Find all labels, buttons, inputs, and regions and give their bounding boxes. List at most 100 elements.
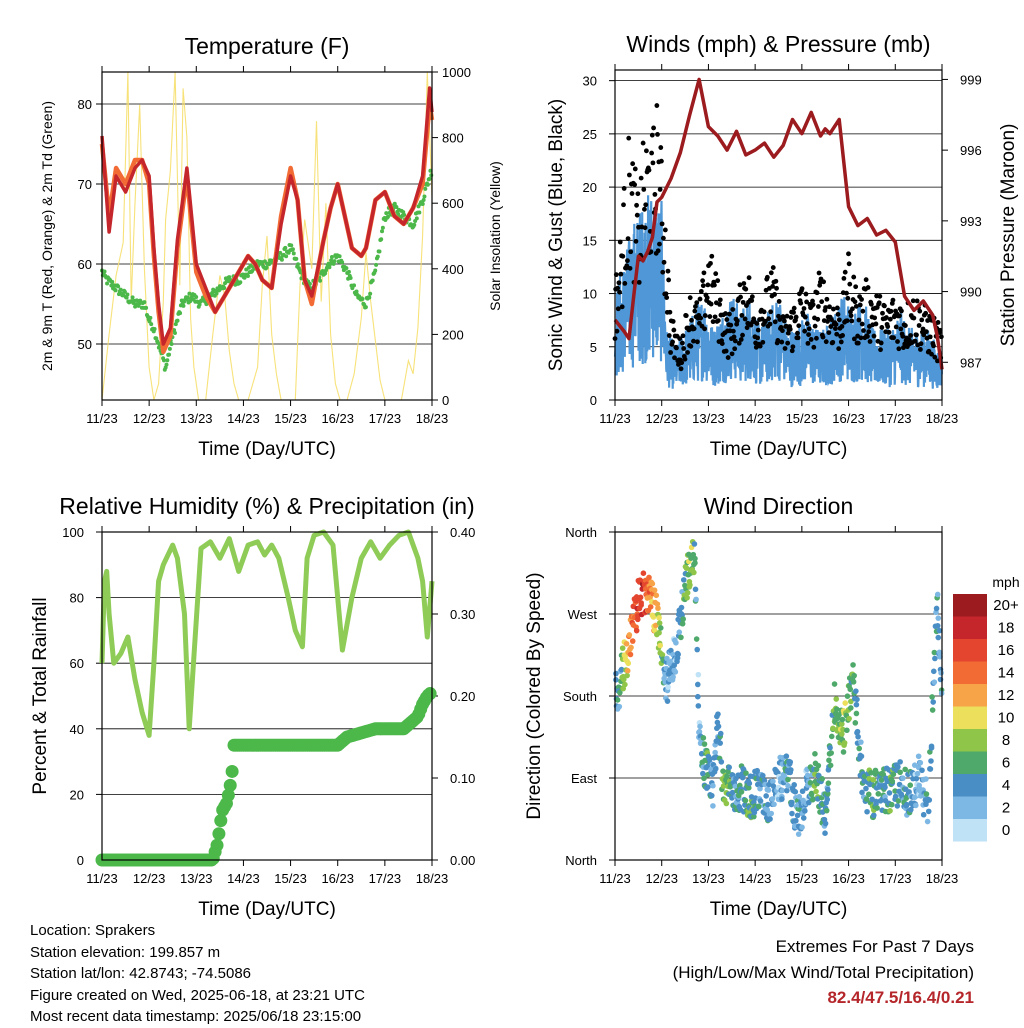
- gust-point: [908, 333, 914, 338]
- dewpoint-point: [284, 254, 289, 259]
- gust-point: [755, 327, 761, 333]
- dewpoint-point: [374, 262, 379, 267]
- direction-point: [812, 751, 818, 757]
- dewpoint-point: [165, 358, 170, 363]
- gust-point: [803, 291, 809, 297]
- direction-point: [864, 808, 870, 815]
- direction-point: [687, 582, 693, 588]
- direction-point: [842, 700, 849, 706]
- gust-point: [791, 310, 796, 315]
- gust-point: [878, 347, 883, 353]
- gust-point: [923, 329, 929, 335]
- gust-point: [856, 317, 862, 323]
- x-tick-label: 18/23: [416, 871, 449, 886]
- gust-point: [897, 313, 902, 319]
- direction-point: [917, 759, 924, 766]
- dewpoint-point: [360, 296, 365, 301]
- x-tick-label: 18/23: [926, 871, 959, 886]
- gust-point: [782, 346, 788, 351]
- gust-point: [667, 309, 673, 315]
- gust-point: [898, 326, 904, 332]
- gust-point: [895, 339, 900, 344]
- direction-point: [854, 728, 861, 735]
- x-tick-label: 15/23: [274, 871, 307, 886]
- direction-point: [895, 798, 902, 804]
- gust-point: [770, 265, 776, 270]
- gust-point: [852, 299, 858, 305]
- gust-point: [663, 291, 669, 297]
- direction-point: [619, 645, 626, 651]
- x-tick-label: 12/23: [133, 871, 166, 886]
- direction-point: [931, 649, 938, 656]
- direction-point: [624, 672, 630, 679]
- direction-point: [925, 808, 932, 815]
- y-tick-label: 60: [70, 656, 84, 671]
- dewpoint-point: [352, 283, 357, 288]
- gust-point: [927, 334, 933, 340]
- direction-point: [710, 782, 716, 789]
- gust-point: [846, 251, 851, 257]
- gust-point: [863, 277, 869, 283]
- colorbar-swatch: [953, 729, 987, 752]
- dewpoint-point: [278, 250, 283, 255]
- dewpoint-point: [427, 176, 432, 181]
- gust-point: [694, 300, 700, 306]
- dewpoint-point: [105, 281, 110, 286]
- direction-point: [848, 705, 854, 711]
- direction-point: [701, 741, 708, 747]
- direction-point: [655, 605, 661, 612]
- gust-point: [626, 172, 632, 178]
- direction-point: [932, 655, 938, 662]
- gust-point: [790, 344, 796, 350]
- direction-point: [902, 766, 908, 773]
- gust-point: [795, 335, 801, 341]
- direction-point: [637, 594, 644, 601]
- dewpoint-point: [148, 315, 153, 320]
- dewpoint-point: [420, 202, 425, 207]
- dewpoint-point: [175, 318, 180, 323]
- gust-point: [698, 315, 704, 321]
- gust-point: [657, 241, 662, 247]
- figure-created: Figure created on Wed, 2025-06-18, at 23…: [30, 986, 365, 1004]
- direction-point: [785, 783, 791, 789]
- gust-point: [901, 345, 906, 351]
- direction-point: [676, 629, 683, 635]
- direction-point: [904, 801, 910, 808]
- gust-point: [816, 270, 822, 276]
- gust-point: [773, 278, 779, 284]
- direction-point: [855, 733, 861, 740]
- dewpoint-point: [113, 288, 118, 293]
- gust-point: [806, 332, 811, 338]
- gust-point: [724, 317, 730, 322]
- gust-point: [620, 253, 626, 259]
- direction-point: [779, 796, 785, 802]
- dewpoint-point: [318, 278, 323, 283]
- gust-point: [814, 290, 820, 296]
- direction-point: [810, 796, 817, 802]
- gust-point: [868, 301, 874, 307]
- direction-point: [694, 646, 701, 653]
- gust-point: [804, 321, 810, 327]
- direction-point: [692, 555, 698, 562]
- direction-point: [659, 651, 666, 658]
- direction-point: [827, 762, 834, 769]
- dewpoint-point: [167, 346, 172, 351]
- direction-point: [614, 697, 621, 703]
- gust-point: [836, 317, 842, 323]
- direction-point: [796, 793, 803, 800]
- plot-frame: [101, 71, 433, 401]
- gust-point: [890, 297, 896, 303]
- dewpoint-point: [329, 254, 334, 259]
- direction-point: [833, 706, 840, 713]
- direction-point: [935, 615, 942, 621]
- direction-point: [768, 810, 775, 817]
- direction-point: [623, 640, 630, 647]
- direction-point: [732, 783, 739, 790]
- direction-point: [717, 740, 724, 746]
- direction-point: [789, 799, 795, 806]
- direction-point: [653, 592, 660, 599]
- gust-point: [912, 338, 918, 344]
- direction-point: [622, 681, 628, 688]
- y2-tick-label: 0.40: [450, 525, 475, 540]
- x-tick-label: 11/23: [599, 411, 631, 426]
